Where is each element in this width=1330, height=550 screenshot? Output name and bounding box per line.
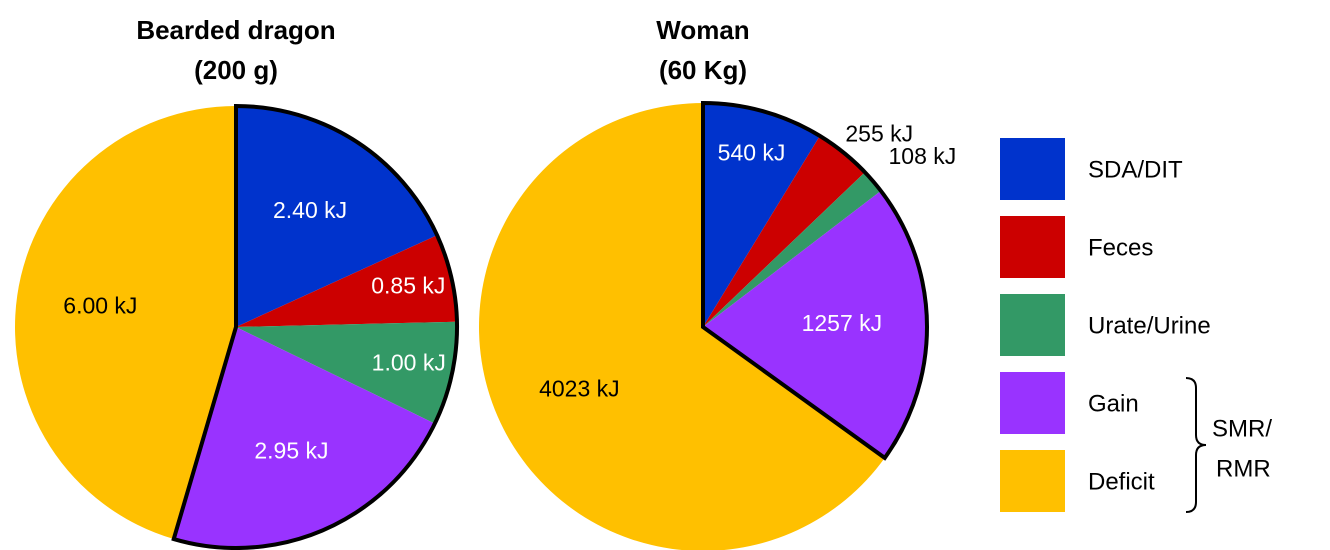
pie-slice [14, 106, 237, 540]
value-label: 540 kJ [718, 140, 786, 166]
pie-slice [703, 172, 881, 327]
value-label: 2.40 kJ [273, 197, 347, 223]
value-label: 6.00 kJ [63, 293, 137, 319]
pie-slice [703, 190, 927, 458]
legend-label: Gain [1088, 390, 1139, 417]
bracket-label: SMR/ [1212, 415, 1272, 442]
pie-slice [703, 135, 865, 327]
legend-swatch [1000, 450, 1065, 512]
wedge-outline [171, 103, 459, 550]
value-label: 2.95 kJ [254, 437, 328, 463]
chart-title: Bearded dragon [136, 15, 335, 45]
value-label: 1.00 kJ [372, 350, 446, 376]
value-label: 255 kJ [845, 121, 913, 147]
pie-slice [236, 235, 457, 327]
legend-swatch [1000, 138, 1065, 200]
pie-slice [236, 106, 438, 327]
legend-swatch [1000, 372, 1065, 434]
wedge-outline [701, 100, 929, 461]
legend-label: Feces [1088, 234, 1153, 261]
legend-bracket [1185, 377, 1207, 513]
chart-subtitle: (60 Kg) [659, 55, 747, 85]
legend-label: SDA/DIT [1088, 156, 1183, 183]
pie-slice [173, 327, 435, 549]
value-label: 108 kJ [889, 143, 957, 169]
legend-swatch [1000, 216, 1065, 278]
value-label: 1257 kJ [802, 310, 883, 336]
legend-label: Urate/Urine [1088, 312, 1211, 339]
pie-slice [703, 103, 820, 327]
pie-slice [236, 321, 457, 424]
value-label: 0.85 kJ [371, 272, 445, 298]
bracket-label: RMR [1216, 455, 1271, 482]
value-label: 4023 kJ [539, 375, 620, 401]
chart-title: Woman [656, 15, 749, 45]
legend-label: Deficit [1088, 468, 1155, 495]
pie-slice [479, 103, 885, 550]
legend-swatch [1000, 294, 1065, 356]
chart-subtitle: (200 g) [194, 55, 278, 85]
